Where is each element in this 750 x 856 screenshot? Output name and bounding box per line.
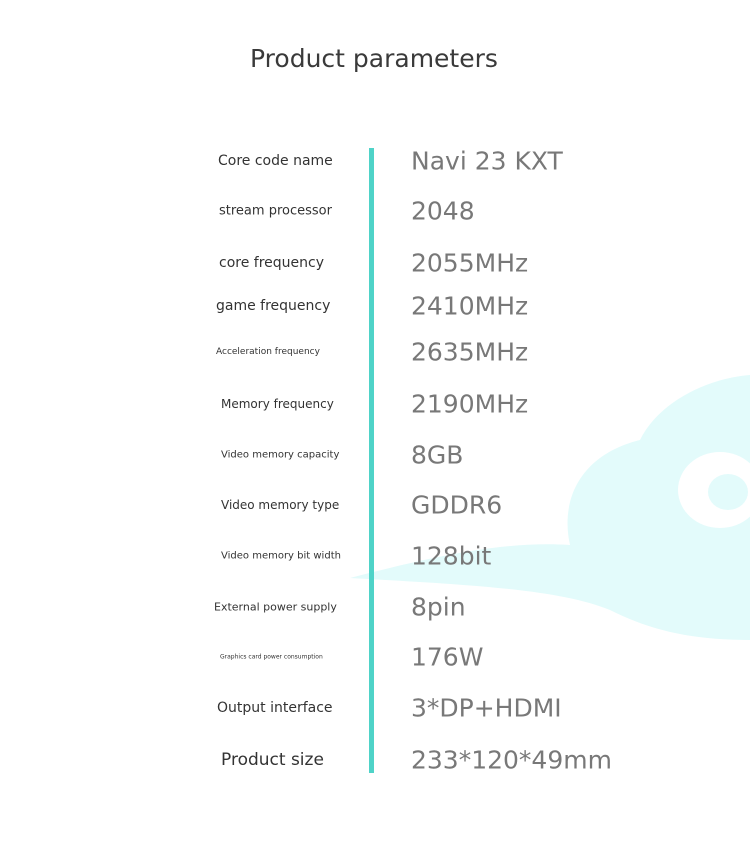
spec-value: 176W: [411, 642, 484, 672]
spec-label: core frequency: [219, 255, 324, 271]
spec-label: Memory frequency: [221, 397, 334, 411]
spec-value: 2055MHz: [411, 248, 529, 278]
spec-value: 233*120*49mm: [411, 745, 612, 775]
spec-label: Video memory capacity: [221, 449, 340, 461]
spec-label: Product size: [221, 750, 324, 770]
spec-value: GDDR6: [411, 490, 503, 520]
spec-label: Graphics card power consumption: [220, 653, 323, 661]
spec-label: Core code name: [218, 153, 333, 169]
spec-value: 2190MHz: [411, 389, 529, 419]
spec-value: 128bit: [411, 541, 492, 571]
spec-label: Acceleration frequency: [216, 347, 320, 357]
spec-value: 3*DP+HDMI: [411, 693, 562, 723]
spec-label: Video memory bit width: [221, 550, 341, 562]
spec-value: 2635MHz: [411, 337, 529, 367]
spec-label: Video memory type: [221, 498, 340, 512]
spec-value: 8GB: [411, 440, 464, 470]
spec-label: External power supply: [214, 600, 337, 614]
accent-divider: [369, 148, 374, 773]
spec-value: 8pin: [411, 592, 466, 622]
spec-value: 2048: [411, 196, 475, 226]
spec-value: Navi 23 KXT: [411, 146, 563, 176]
spec-value: 2410MHz: [411, 291, 529, 321]
spec-label: Output interface: [217, 700, 333, 716]
page-title: Product parameters: [250, 44, 498, 73]
spec-label: stream processor: [219, 203, 332, 219]
spec-label: game frequency: [216, 298, 331, 314]
